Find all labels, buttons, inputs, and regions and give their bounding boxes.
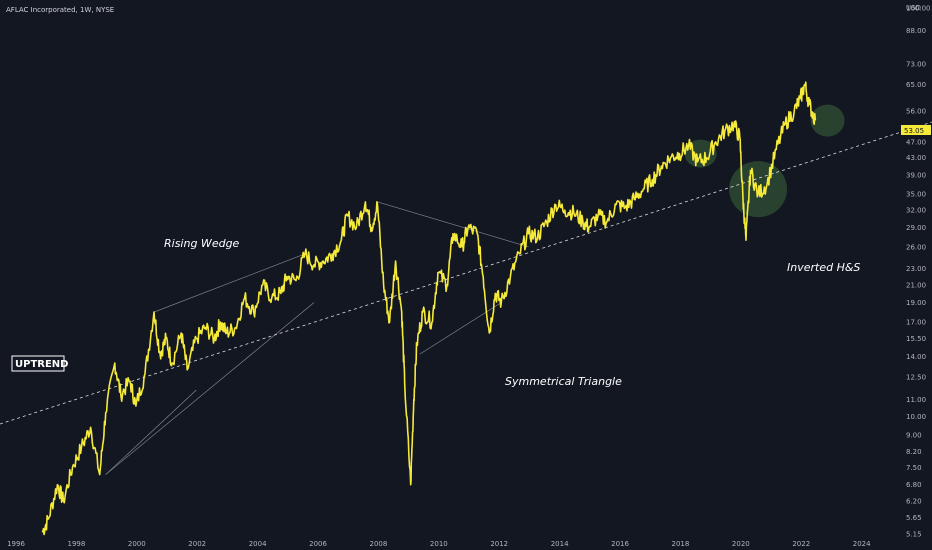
y-tick-label: 43.00 <box>906 154 926 162</box>
price-tag-value: 53.05 <box>904 127 924 135</box>
pattern-line <box>419 302 502 355</box>
y-tick-label: 6.20 <box>906 498 922 506</box>
y-tick-label: 14.00 <box>906 353 926 361</box>
y-tick-label: 88.00 <box>906 27 926 35</box>
x-tick-label: 2016 <box>611 540 629 548</box>
y-tick-label: 10.00 <box>906 413 926 421</box>
y-tick-label: 39.00 <box>906 171 926 179</box>
uptrend-badge: UPTREND <box>11 355 68 372</box>
y-tick-label: 100.00 <box>906 5 931 13</box>
annotation-symmetrical-triangle: Symmetrical Triangle <box>505 375 622 388</box>
y-tick-label: 6.80 <box>906 481 922 489</box>
x-tick-label: 2000 <box>128 540 146 548</box>
uptrend-badge-box <box>11 355 65 372</box>
y-tick-label: 29.00 <box>906 224 926 232</box>
y-tick-label: 5.65 <box>906 514 922 522</box>
price-tag-bg <box>901 125 931 135</box>
x-tick-label: 2012 <box>490 540 508 548</box>
pattern-line <box>377 201 529 248</box>
pattern-line <box>105 389 197 475</box>
pattern-lines <box>105 201 529 475</box>
annotation-rising-wedge: Rising Wedge <box>164 237 240 250</box>
x-tick-label: 2024 <box>853 540 871 548</box>
y-tick-label: 47.00 <box>906 138 926 146</box>
y-tick-label: 5.15 <box>906 531 922 539</box>
pattern-line <box>105 302 315 475</box>
x-tick-label: 2020 <box>732 540 750 548</box>
y-tick-label: 12.50 <box>906 373 926 381</box>
y-tick-label: 56.00 <box>906 107 926 115</box>
y-tick-label: 9.00 <box>906 432 922 440</box>
series-line-aflac[interactable] <box>41 81 817 536</box>
x-tick-label: 1996 <box>7 540 25 548</box>
y-tick-label: 11.00 <box>906 396 926 404</box>
y-tick-label: 35.00 <box>906 191 926 199</box>
x-tick-label: 2022 <box>792 540 810 548</box>
price-tag: 53.05 <box>901 125 931 135</box>
y-tick-label: 8.20 <box>906 448 922 456</box>
uptrend-line[interactable] <box>0 121 932 425</box>
x-tick-label: 2010 <box>430 540 448 548</box>
y-tick-label: 15.50 <box>906 335 926 343</box>
y-tick-label: 7.50 <box>906 464 922 472</box>
uptrend-badge-label: UPTREND <box>15 359 68 370</box>
x-tick-label: 1998 <box>68 540 86 548</box>
x-tick-label: 2002 <box>188 540 206 548</box>
annotation-inverted-hs: Inverted H&S <box>787 261 860 274</box>
x-tick-label: 2006 <box>309 540 327 548</box>
x-tick-label: 2008 <box>370 540 388 548</box>
x-tick-label: 2014 <box>551 540 569 548</box>
pattern-line <box>153 253 306 313</box>
y-tick-label: 17.00 <box>906 319 926 327</box>
y-tick-label: 32.00 <box>906 207 926 215</box>
symbol-title: AFLAC Incorporated, 1W, NYSE <box>6 6 114 14</box>
y-axis: 100.00 88.00 73.00 65.00 56.00 47.00 43.00 39.0… <box>906 5 931 539</box>
y-tick-label: 73.00 <box>906 60 926 68</box>
highlight-circle <box>810 104 845 137</box>
y-tick-label: 26.00 <box>906 243 926 251</box>
y-tick-label: 23.00 <box>906 265 926 273</box>
x-tick-label: 2004 <box>249 540 267 548</box>
x-tick-label: 2018 <box>672 540 690 548</box>
y-tick-label: 65.00 <box>906 81 926 89</box>
x-axis: 1996 1998 2000 2002 2004 2006 2008 2010 2012 2014… <box>7 540 871 548</box>
y-tick-label: 19.00 <box>906 299 926 307</box>
price-series[interactable] <box>41 81 817 536</box>
currency-label: USD <box>906 4 921 12</box>
y-tick-label: 21.00 <box>906 281 926 289</box>
